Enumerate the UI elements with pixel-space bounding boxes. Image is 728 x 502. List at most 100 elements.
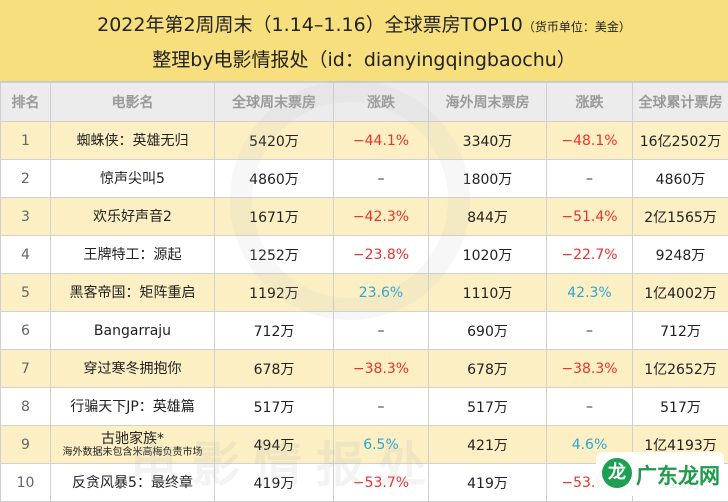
overseas-weekend-cell: 844万 <box>429 198 547 236</box>
title-cell: Bangarraju <box>51 312 215 350</box>
title-cell: 欢乐好声音2 <box>51 198 215 236</box>
global-change-cell: 23.6% <box>334 274 429 312</box>
title-cell: 黑客帝国：矩阵重启 <box>51 274 215 312</box>
cumulative-cell: 1亿4002万 <box>633 274 728 312</box>
overseas-weekend-cell: 1110万 <box>429 274 547 312</box>
overseas-weekend-cell: 1020万 <box>429 236 547 274</box>
overseas-weekend-cell: 517万 <box>429 388 547 426</box>
overseas-change-cell: 42.3% <box>547 274 633 312</box>
cumulative-cell: 9248万 <box>633 236 728 274</box>
overseas-change-cell: – <box>547 312 633 350</box>
movie-title: 古驰家族* <box>51 431 214 447</box>
global-change-cell: −44.1% <box>334 122 429 160</box>
title-main: 2022年第2周周末（1.14–1.16）全球票房TOP10 <box>97 14 523 36</box>
overseas-change-cell: −22.7% <box>547 236 633 274</box>
overseas-change-cell: – <box>547 388 633 426</box>
cumulative-cell: 16亿2502万 <box>633 122 728 160</box>
global-weekend-cell: 517万 <box>215 388 334 426</box>
movie-title: 反贪风暴5：最终章 <box>51 475 214 491</box>
global-weekend-cell: 4860万 <box>215 160 334 198</box>
title-cell: 蜘蛛侠：英雄无归 <box>51 122 215 160</box>
title-cell: 穿过寒冬拥抱你 <box>51 350 215 388</box>
movie-title: 王牌特工：源起 <box>51 247 214 263</box>
table-header-row: 排名 电影名 全球周末票房 涨跌 海外周末票房 涨跌 全球累计票房 <box>1 83 728 122</box>
global-change-cell: −38.3% <box>334 350 429 388</box>
cumulative-cell: 517万 <box>633 388 728 426</box>
movie-title: 惊声尖叫5 <box>51 171 214 187</box>
cumulative-cell: 712万 <box>633 312 728 350</box>
title-cell: 古驰家族*海外数据未包含米高梅负责市场 <box>51 426 215 464</box>
global-change-cell: −53.7% <box>334 464 429 502</box>
col-header-title: 电影名 <box>51 83 215 122</box>
title-cell: 惊声尖叫5 <box>51 160 215 198</box>
movie-title: 欢乐好声音2 <box>51 209 214 225</box>
title-cell: 行骗天下JP：英雄篇 <box>51 388 215 426</box>
header: 2022年第2周周末（1.14–1.16）全球票房TOP10（货币单位：美金） … <box>0 0 728 82</box>
overseas-weekend-cell: 419万 <box>429 464 547 502</box>
global-change-cell: – <box>334 160 429 198</box>
global-weekend-cell: 1671万 <box>215 198 334 236</box>
rank-cell: 6 <box>1 312 51 350</box>
movie-title: Bangarraju <box>51 323 214 339</box>
overseas-change-cell: −38.3% <box>547 350 633 388</box>
movie-title: 穿过寒冬拥抱你 <box>51 361 214 377</box>
dragon-logo-icon: 龙 <box>602 458 632 488</box>
movie-title: 行骗天下JP：英雄篇 <box>51 399 214 415</box>
col-header-overseas-weekend: 海外周末票房 <box>429 83 547 122</box>
rank-cell: 9 <box>1 426 51 464</box>
overseas-weekend-cell: 421万 <box>429 426 547 464</box>
overseas-weekend-cell: 3340万 <box>429 122 547 160</box>
global-weekend-cell: 1252万 <box>215 236 334 274</box>
global-change-cell: −23.8% <box>334 236 429 274</box>
rank-cell: 5 <box>1 274 51 312</box>
global-weekend-cell: 419万 <box>215 464 334 502</box>
global-weekend-cell: 5420万 <box>215 122 334 160</box>
col-header-overseas-change: 涨跌 <box>547 83 633 122</box>
rank-cell: 2 <box>1 160 51 198</box>
global-change-cell: – <box>334 388 429 426</box>
page-subtitle: 整理by电影情报处（id：dianyingqingbaochu） <box>0 45 728 72</box>
site-watermark: 龙 广东龙网 <box>596 452 724 496</box>
cumulative-cell: 1亿2652万 <box>633 350 728 388</box>
movie-title: 黑客帝国：矩阵重启 <box>51 285 214 301</box>
rank-cell: 10 <box>1 464 51 502</box>
global-change-cell: 6.5% <box>334 426 429 464</box>
title-cell: 反贪风暴5：最终章 <box>51 464 215 502</box>
rank-cell: 7 <box>1 350 51 388</box>
col-header-global-change: 涨跌 <box>334 83 429 122</box>
title-unit: （货币单位：美金） <box>523 20 631 34</box>
cumulative-cell: 2亿1565万 <box>633 198 728 236</box>
overseas-change-cell: −51.4% <box>547 198 633 236</box>
site-label: 广东龙网 <box>636 460 720 490</box>
rank-cell: 3 <box>1 198 51 236</box>
global-change-cell: – <box>334 312 429 350</box>
movie-note: 海外数据未包含米高梅负责市场 <box>51 447 214 459</box>
global-weekend-cell: 494万 <box>215 426 334 464</box>
rank-cell: 8 <box>1 388 51 426</box>
overseas-weekend-cell: 1800万 <box>429 160 547 198</box>
movie-title: 蜘蛛侠：英雄无归 <box>51 133 214 149</box>
overseas-weekend-cell: 690万 <box>429 312 547 350</box>
overseas-change-cell: – <box>547 160 633 198</box>
title-cell: 王牌特工：源起 <box>51 236 215 274</box>
global-change-cell: −42.3% <box>334 198 429 236</box>
page-title: 2022年第2周周末（1.14–1.16）全球票房TOP10（货币单位：美金） <box>0 10 728 37</box>
global-weekend-cell: 1192万 <box>215 274 334 312</box>
global-weekend-cell: 712万 <box>215 312 334 350</box>
col-header-global-weekend: 全球周末票房 <box>215 83 334 122</box>
col-header-cumulative: 全球累计票房 <box>633 83 728 122</box>
col-header-rank: 排名 <box>1 83 51 122</box>
rank-cell: 1 <box>1 122 51 160</box>
cumulative-cell: 4860万 <box>633 160 728 198</box>
